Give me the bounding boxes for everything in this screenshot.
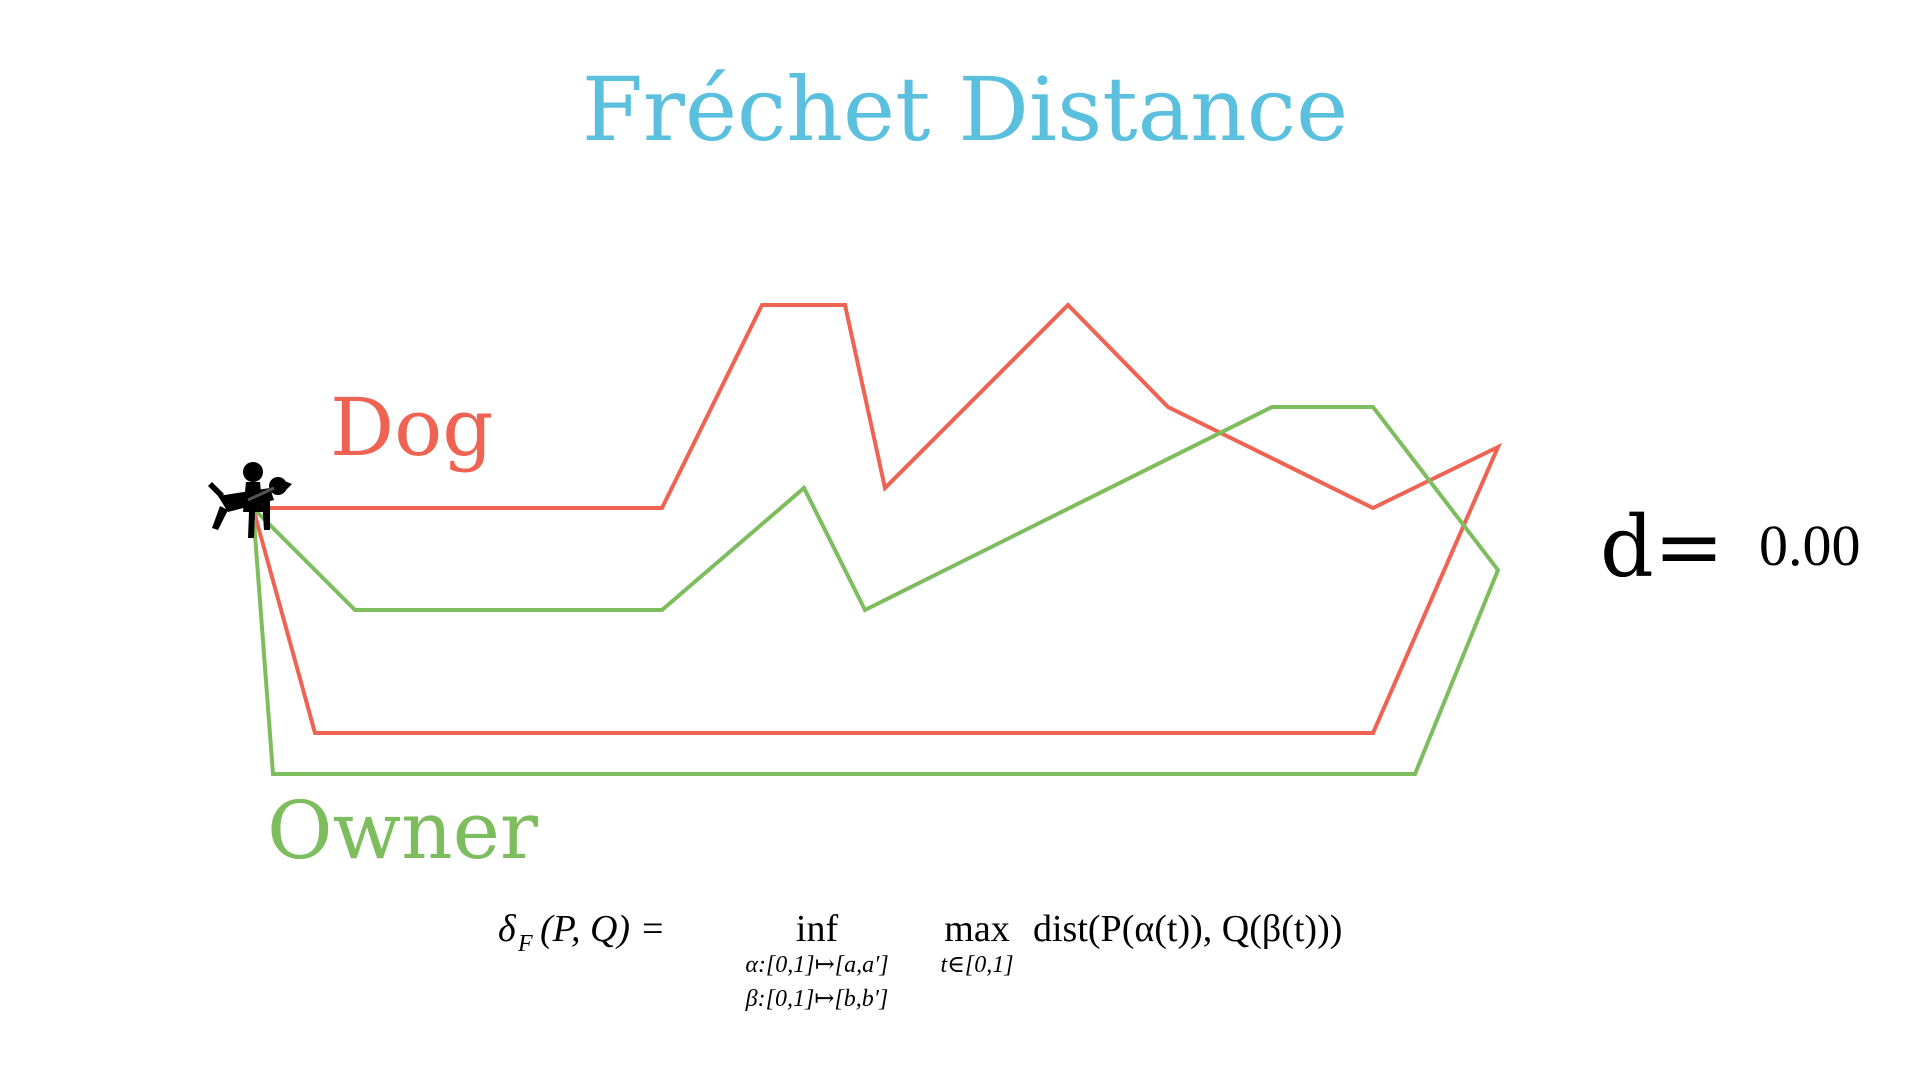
- owner-label: Owner: [267, 784, 539, 877]
- dog-walker-icon: [208, 462, 292, 538]
- page-title: Fréchet Distance: [582, 58, 1348, 161]
- distance-label: d=: [1600, 498, 1724, 596]
- frechet-formula: δ F (P, Q) = inf α:[0,1]↦[a,a′] β:[0,1]↦…: [498, 908, 1342, 1012]
- formula-inf-subscript-2: β:[0,1]↦[b,b′]: [745, 986, 889, 1012]
- formula-lhs-subscript: F: [517, 931, 533, 957]
- dog-path: [251, 302, 1503, 735]
- distance-value: 0.00: [1759, 513, 1861, 578]
- formula-lhs-args: (P, Q) =: [540, 908, 665, 950]
- formula-lhs-delta: δ: [498, 908, 517, 950]
- formula-rhs: dist(P(α(t)), Q(β(t))): [1033, 908, 1342, 950]
- dog-label: Dog: [330, 381, 494, 474]
- formula-max: max: [944, 908, 1009, 950]
- formula-inf: inf: [796, 908, 839, 950]
- formula-inf-subscript-1: α:[0,1]↦[a,a′]: [745, 952, 888, 978]
- owner-path: [251, 405, 1501, 776]
- formula-max-subscript: t∈[0,1]: [940, 952, 1013, 978]
